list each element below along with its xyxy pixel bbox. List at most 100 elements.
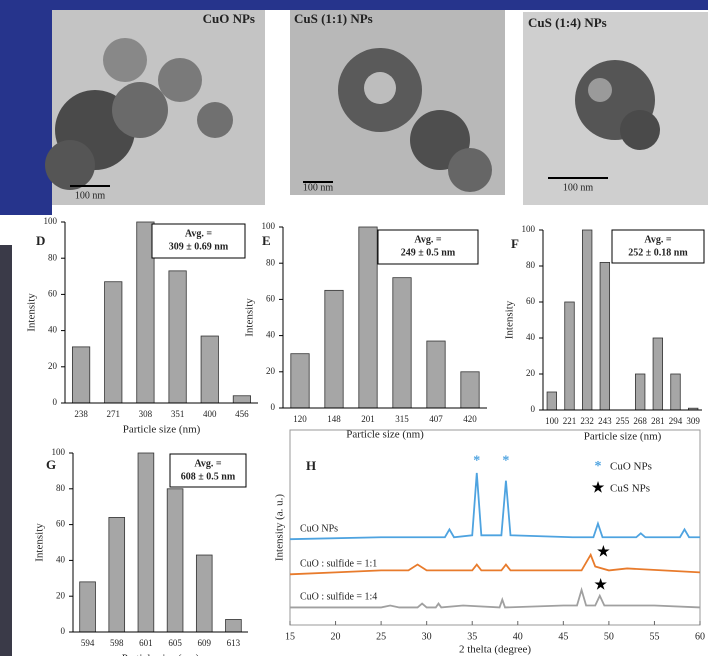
slide-background	[0, 0, 708, 10]
y-tick-label: 20	[56, 590, 66, 600]
x-tick-label: 238	[74, 409, 88, 419]
bar	[581, 229, 593, 411]
x-tick-label: 25	[376, 631, 386, 642]
bar	[599, 261, 611, 411]
y-tick-label: 0	[53, 397, 58, 407]
bar	[564, 301, 575, 411]
tem-image: 100 nm CuS (1:1) NPs	[290, 10, 505, 195]
y-tick-label: 80	[56, 483, 66, 493]
legend-label: CuS NPs	[610, 483, 650, 495]
x-tick-label: 120	[293, 414, 307, 424]
series-label: CuO : sulfide = 1:1	[300, 559, 377, 570]
y-tick-label: 40	[266, 330, 276, 340]
y-axis-label: Intensity (a. u.)	[274, 494, 286, 562]
x-tick-label: 351	[171, 409, 185, 419]
tem-image: 100 nm CuO NPs	[45, 10, 265, 205]
bar	[652, 337, 664, 411]
plot-frame	[289, 429, 701, 626]
x-tick-label: 609	[198, 638, 212, 648]
annotation: 608 ± 0.5 nm	[181, 471, 236, 482]
x-tick-label: 308	[139, 409, 153, 419]
x-tick-label: 40	[513, 631, 523, 642]
bar	[324, 289, 344, 409]
slide-background	[0, 0, 52, 215]
scale-label: 100 nm	[75, 190, 106, 201]
bar	[290, 353, 310, 409]
panel-letter: G	[46, 457, 56, 472]
series-label: CuO : sulfide = 1:4	[300, 592, 377, 603]
annotation-box	[151, 223, 246, 259]
x-tick-label: 60	[695, 631, 705, 642]
peak-marker: ★	[594, 577, 607, 593]
annotation-box	[611, 229, 705, 264]
bar	[79, 581, 96, 633]
x-tick-label: 35	[467, 631, 477, 642]
bar	[634, 373, 646, 411]
peak-marker: *	[502, 453, 509, 468]
bar	[460, 371, 480, 409]
x-axis-label: Particle size (nm)	[122, 653, 200, 656]
y-tick-label: 20	[266, 366, 276, 376]
x-tick-label: 255	[616, 416, 630, 426]
y-axis-label: Intensity	[34, 523, 46, 562]
image-label: CuS (1:1) NPs	[294, 11, 373, 26]
y-axis-label: Intensity	[26, 293, 38, 332]
y-tick-label: 60	[48, 288, 58, 298]
y-tick-label: 100	[262, 221, 276, 231]
bar	[358, 226, 378, 409]
bar	[546, 391, 558, 411]
x-tick-label: 243	[598, 416, 612, 426]
y-tick-label: 60	[266, 293, 276, 303]
legend-symbol: ★	[592, 480, 605, 496]
x-tick-label: 309	[686, 416, 700, 426]
x-tick-label: 594	[81, 638, 95, 648]
x-tick-label: 15	[285, 631, 295, 642]
y-tick-label: 80	[266, 257, 276, 267]
x-tick-label: 605	[168, 638, 182, 648]
series-line	[289, 472, 700, 541]
annotation-box	[169, 453, 247, 488]
y-tick-label: 0	[531, 404, 536, 414]
x-tick-label: 221	[563, 416, 577, 426]
x-tick-label: 598	[110, 638, 124, 648]
y-axis-label: Intensity	[504, 300, 516, 339]
bar	[200, 335, 219, 404]
annotation: Avg. =	[414, 234, 441, 245]
bar	[108, 517, 126, 633]
bar	[136, 221, 155, 404]
x-tick-label: 100	[545, 416, 559, 426]
panel-letter: E	[262, 233, 271, 248]
x-tick-label: 148	[327, 414, 341, 424]
annotation: 252 ± 0.18 nm	[628, 247, 688, 258]
x-tick-label: 613	[227, 638, 241, 648]
y-tick-label: 100	[52, 447, 66, 457]
slide-photo-edge	[0, 245, 12, 656]
y-tick-label: 60	[56, 519, 66, 529]
y-tick-label: 80	[526, 260, 536, 270]
y-tick-label: 20	[526, 368, 536, 378]
annotation-box	[377, 229, 479, 265]
annotation: Avg. =	[185, 228, 212, 239]
x-tick-label: 315	[395, 414, 409, 424]
x-tick-label: 281	[651, 416, 665, 426]
y-tick-label: 40	[526, 332, 536, 342]
x-tick-label: 30	[422, 631, 432, 642]
peak-marker: *	[473, 453, 480, 468]
x-tick-label: 45	[558, 631, 568, 642]
annotation: 249 ± 0.5 nm	[401, 247, 456, 258]
x-tick-label: 294	[669, 416, 683, 426]
series-line	[289, 552, 701, 576]
x-tick-label: 601	[139, 638, 153, 648]
bar	[670, 373, 681, 411]
legend-label: CuO NPs	[610, 461, 652, 473]
panel-letter: F	[511, 236, 519, 251]
bar	[137, 452, 155, 633]
legend-symbol: *	[595, 459, 602, 474]
series-label: CuO NPs	[300, 523, 338, 534]
x-tick-label: 55	[649, 631, 659, 642]
bar	[392, 277, 412, 409]
y-tick-label: 20	[48, 361, 58, 371]
x-tick-label: 201	[361, 414, 375, 424]
